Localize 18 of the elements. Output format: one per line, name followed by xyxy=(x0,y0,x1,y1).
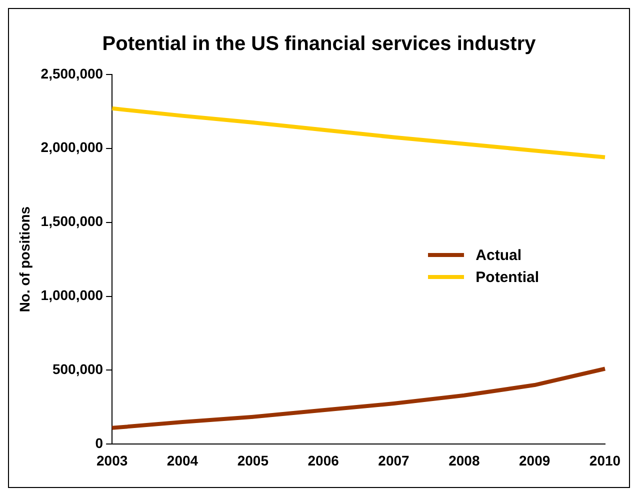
y-tick-label: 2,000,000 xyxy=(40,139,104,156)
x-tick-label: 2003 xyxy=(96,452,128,468)
y-tick-label: 1,000,000 xyxy=(40,287,104,304)
x-tick-label: 2010 xyxy=(589,452,621,468)
x-tick-label: 2009 xyxy=(519,452,550,468)
x-tick-label: 2006 xyxy=(308,452,340,468)
x-tick-label: 2007 xyxy=(378,452,410,468)
y-tick-label: 1,500,000 xyxy=(40,213,104,230)
y-tick-label: 2,500,000 xyxy=(40,65,104,82)
y-tick-label: 500,000 xyxy=(52,361,104,378)
x-tick-label: 2005 xyxy=(237,452,269,468)
y-tick-label: 0 xyxy=(95,435,104,452)
legend-label: Actual xyxy=(476,246,522,264)
legend-label: Potential xyxy=(476,268,539,286)
y-axis-title: No. of positions xyxy=(16,206,32,312)
x-tick-label: 2004 xyxy=(166,452,198,468)
x-tick-label: 2008 xyxy=(448,452,480,468)
chart-title: Potential in the US financial services industry xyxy=(101,33,537,57)
